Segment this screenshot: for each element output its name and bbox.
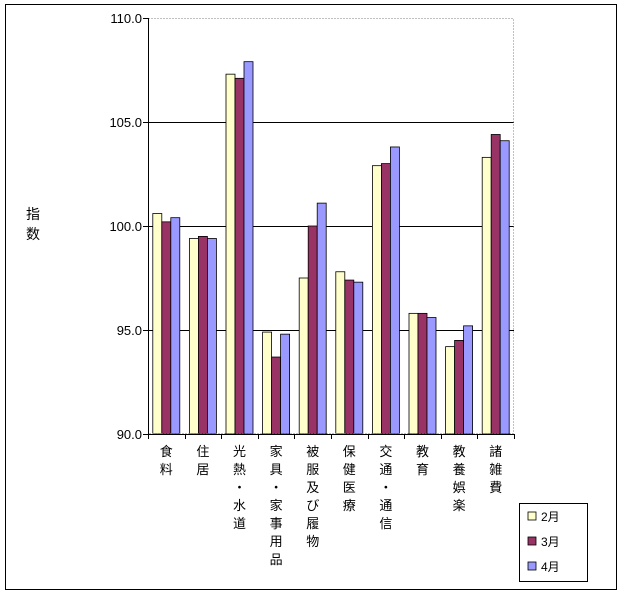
x-tick-label: 光熱・水道 <box>233 445 246 532</box>
bar <box>307 225 318 435</box>
bar <box>426 317 437 435</box>
bar <box>353 281 364 435</box>
bar <box>161 221 172 435</box>
bar <box>499 140 510 435</box>
bar <box>197 235 208 435</box>
bars <box>152 61 510 435</box>
bar <box>152 213 163 435</box>
legend-swatch <box>527 561 537 571</box>
bar <box>243 61 254 435</box>
y-tick-label: 90.0 <box>117 427 142 442</box>
x-tick-label: 家具・家事用品 <box>270 444 283 568</box>
y-axis-label: 指数 <box>26 207 40 243</box>
bar <box>454 339 465 435</box>
bar <box>316 202 327 435</box>
bar <box>280 333 291 435</box>
bar <box>234 77 245 435</box>
y-axis-title: 指数 <box>26 207 40 243</box>
bar <box>408 312 419 435</box>
bar <box>481 156 492 435</box>
bar <box>188 238 199 435</box>
y-tick-label: 105.0 <box>109 115 142 130</box>
bar <box>271 356 282 435</box>
x-tick-label: 被服及び履物 <box>306 445 319 550</box>
legend-label: 4月 <box>541 560 560 574</box>
bar <box>262 331 273 435</box>
x-tick-label: 教養娯楽 <box>453 444 466 514</box>
bar <box>380 163 391 435</box>
bar <box>371 165 382 435</box>
legend-swatch <box>527 536 537 546</box>
bar <box>344 279 355 435</box>
x-tick-label: 交通・通信 <box>379 444 392 532</box>
x-tick-label: 教育 <box>416 444 429 478</box>
bar <box>445 346 456 435</box>
x-tick-label: 諸雑費 <box>489 444 502 496</box>
legend-label: 3月 <box>541 535 560 549</box>
bar <box>463 325 474 435</box>
bar <box>206 238 217 435</box>
legend-label: 2月 <box>541 510 560 524</box>
bar <box>389 146 400 435</box>
bar <box>170 217 181 435</box>
bar <box>335 271 346 435</box>
x-tick-label: 住居 <box>196 445 209 478</box>
x-tick-label: 食料 <box>160 444 173 478</box>
bar <box>490 134 501 435</box>
y-tick-label: 110.0 <box>110 11 142 26</box>
legend-swatch <box>527 511 537 521</box>
y-tick-label: 95.0 <box>117 323 142 338</box>
x-tick-label: 保健医療 <box>343 445 356 514</box>
bar <box>417 312 428 435</box>
y-axis: 110.0 105.0 100.0 95.0 90.0 <box>109 11 149 442</box>
y-tick-label: 100.0 <box>109 219 142 234</box>
bar <box>225 73 236 435</box>
bar <box>298 277 309 435</box>
legend: 2月 3月 4月 <box>519 503 588 582</box>
